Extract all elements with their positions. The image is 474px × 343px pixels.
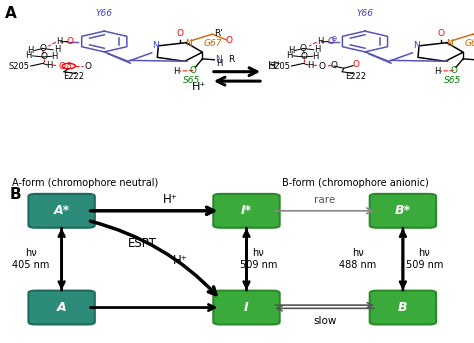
Text: A*: A*: [54, 204, 70, 217]
Text: H⁺: H⁺: [173, 254, 188, 267]
Text: hν
488 nm: hν 488 nm: [339, 248, 376, 270]
Text: H: H: [46, 61, 53, 70]
Text: E222: E222: [345, 72, 366, 81]
Text: O: O: [328, 37, 334, 46]
Text: hν
509 nm: hν 509 nm: [406, 248, 443, 270]
Text: B*: B*: [395, 204, 411, 217]
Text: S205: S205: [269, 62, 290, 71]
Text: R: R: [228, 55, 234, 64]
Text: Y66: Y66: [96, 9, 113, 18]
FancyBboxPatch shape: [213, 194, 280, 228]
Text: H: H: [173, 67, 180, 75]
Text: hν
509 nm: hν 509 nm: [240, 248, 277, 270]
Text: H: H: [288, 46, 295, 56]
Text: O: O: [319, 61, 326, 71]
Text: H: H: [56, 37, 63, 46]
Text: H⁺: H⁺: [163, 193, 178, 206]
Text: O: O: [225, 36, 232, 45]
Text: O: O: [84, 61, 91, 71]
Text: O: O: [39, 44, 46, 52]
Text: I: I: [244, 301, 249, 314]
Text: A: A: [57, 301, 66, 314]
Text: O: O: [300, 44, 307, 52]
Text: H: H: [286, 51, 292, 60]
FancyBboxPatch shape: [370, 194, 436, 228]
Text: H: H: [434, 67, 440, 75]
Text: H: H: [312, 52, 319, 61]
FancyBboxPatch shape: [28, 194, 95, 228]
Text: O: O: [190, 66, 196, 75]
Text: H: H: [25, 51, 32, 60]
Text: O: O: [40, 52, 47, 61]
Text: O: O: [67, 37, 73, 46]
Text: B: B: [398, 301, 408, 314]
Text: B-form (chromophore anionic): B-form (chromophore anionic): [282, 178, 429, 188]
Text: O: O: [58, 61, 65, 71]
Text: H⁺: H⁺: [192, 82, 206, 92]
Text: H: H: [27, 46, 34, 56]
Text: H: H: [317, 37, 323, 46]
FancyBboxPatch shape: [370, 291, 436, 324]
Text: A-form (chromophore neutral): A-form (chromophore neutral): [12, 178, 158, 188]
Text: slow: slow: [313, 316, 337, 326]
Text: O: O: [177, 29, 183, 38]
Text: N: N: [216, 55, 222, 64]
Text: I*: I*: [241, 204, 252, 217]
Text: H: H: [314, 46, 321, 55]
Text: O: O: [450, 66, 457, 75]
Text: H: H: [54, 46, 60, 55]
Text: G67: G67: [465, 39, 474, 48]
Text: R': R': [215, 29, 223, 38]
Text: O: O: [353, 60, 360, 69]
Text: S205: S205: [9, 62, 29, 71]
FancyBboxPatch shape: [28, 291, 95, 324]
Text: H: H: [307, 61, 314, 70]
Text: N: N: [153, 41, 159, 50]
Text: Y66: Y66: [356, 9, 374, 18]
Text: G67: G67: [204, 39, 222, 48]
FancyBboxPatch shape: [213, 291, 280, 324]
Text: δ: δ: [66, 61, 71, 71]
Text: S65: S65: [444, 76, 461, 85]
Text: ⊖: ⊖: [330, 34, 337, 43]
Text: O: O: [331, 61, 337, 70]
Text: O: O: [438, 29, 444, 38]
Text: N: N: [413, 41, 420, 50]
Text: A: A: [5, 5, 17, 21]
Text: N: N: [185, 39, 192, 48]
Text: N: N: [446, 39, 453, 48]
Text: H: H: [51, 52, 58, 61]
Text: rare: rare: [314, 194, 335, 204]
Text: H: H: [216, 59, 222, 68]
Text: H⁺: H⁺: [268, 61, 282, 71]
Text: E222: E222: [63, 72, 84, 81]
Text: B: B: [9, 187, 21, 202]
Text: O: O: [301, 52, 308, 61]
Text: S65: S65: [183, 76, 201, 85]
Text: ESPT: ESPT: [128, 237, 157, 250]
Text: hν
405 nm: hν 405 nm: [12, 248, 49, 270]
